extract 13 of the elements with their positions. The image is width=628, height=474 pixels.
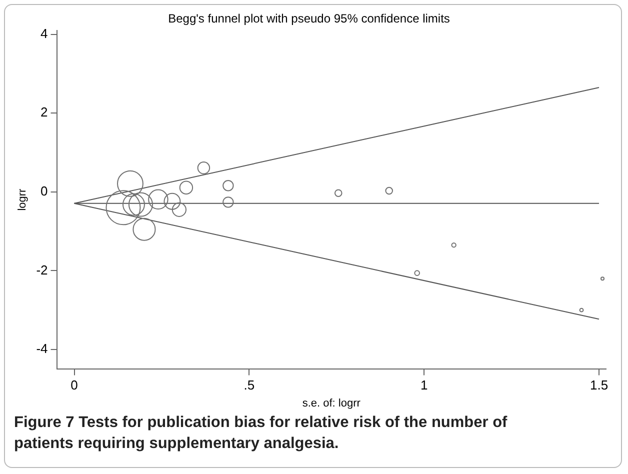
x-tick-label: 1 [420, 378, 428, 393]
x-axis-title: s.e. of: logrr [302, 397, 361, 410]
y-tick-label: 2 [40, 104, 48, 120]
x-tick-label: 0 [70, 378, 78, 393]
x-tick-label: .5 [244, 378, 255, 393]
chart-title: Begg's funnel plot with pseudo 95% confidence limits [168, 12, 450, 26]
y-tick-label: 0 [40, 184, 48, 198]
x-tick-label: 1.5 [590, 378, 608, 393]
y-tick-label: -4 [36, 341, 48, 356]
y-tick-label: 4 [40, 26, 48, 41]
caption: Figure 7 Tests for publication bias for relative risk of the number of patients requiring supplementary analgesia. [14, 413, 508, 454]
y-tick-label: -2 [36, 262, 48, 278]
y-axis-title: logrr [16, 188, 29, 211]
